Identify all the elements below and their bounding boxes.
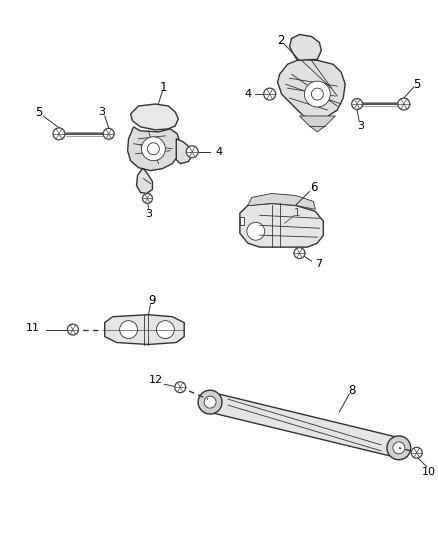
Circle shape — [175, 382, 186, 393]
Polygon shape — [208, 392, 401, 457]
Polygon shape — [240, 204, 323, 247]
Text: 3: 3 — [98, 107, 105, 117]
Circle shape — [53, 128, 65, 140]
Text: 5: 5 — [413, 78, 420, 91]
Polygon shape — [131, 104, 178, 130]
Circle shape — [294, 248, 305, 259]
Circle shape — [198, 390, 222, 414]
Text: 11: 11 — [26, 322, 40, 333]
Text: 8: 8 — [349, 384, 356, 397]
Polygon shape — [300, 116, 335, 132]
Polygon shape — [176, 139, 192, 164]
Polygon shape — [137, 168, 152, 193]
Circle shape — [141, 137, 165, 160]
Text: 3: 3 — [357, 121, 364, 131]
Polygon shape — [127, 127, 180, 171]
Text: 1: 1 — [159, 80, 167, 94]
Circle shape — [352, 99, 363, 109]
Circle shape — [156, 321, 174, 338]
Text: 10: 10 — [422, 467, 436, 477]
Text: 5: 5 — [35, 107, 43, 119]
Text: 2: 2 — [277, 34, 284, 47]
Circle shape — [398, 98, 410, 110]
Circle shape — [186, 146, 198, 158]
Circle shape — [247, 222, 265, 240]
Polygon shape — [278, 59, 345, 118]
Text: 4: 4 — [215, 147, 222, 157]
Text: 9: 9 — [148, 294, 156, 308]
Circle shape — [411, 447, 422, 458]
Text: 12: 12 — [148, 375, 162, 385]
Circle shape — [304, 81, 330, 107]
Circle shape — [120, 321, 138, 338]
Circle shape — [387, 436, 411, 460]
Text: 4: 4 — [244, 89, 251, 99]
Text: 3: 3 — [145, 209, 152, 220]
Polygon shape — [105, 314, 184, 344]
Polygon shape — [248, 193, 315, 209]
Text: 1: 1 — [294, 208, 301, 219]
Circle shape — [142, 193, 152, 204]
Polygon shape — [240, 217, 244, 225]
Polygon shape — [290, 35, 321, 60]
Text: 6: 6 — [310, 181, 317, 194]
Circle shape — [264, 88, 276, 100]
Text: 7: 7 — [315, 259, 322, 269]
Circle shape — [393, 442, 405, 454]
Circle shape — [67, 324, 78, 335]
Circle shape — [103, 128, 114, 139]
Circle shape — [204, 396, 216, 408]
